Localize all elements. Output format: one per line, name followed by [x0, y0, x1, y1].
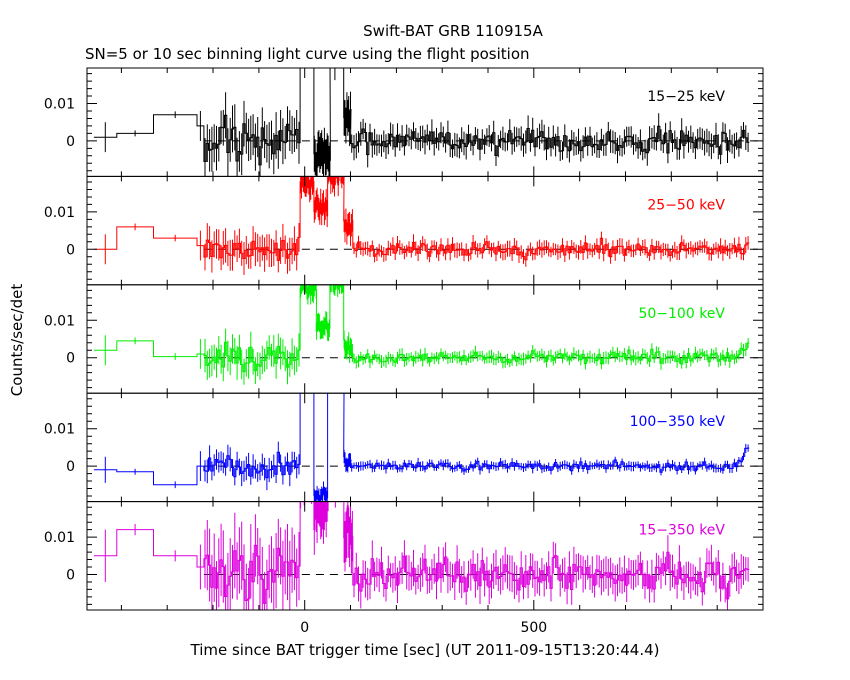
panel-3: 0 0.01 50−100 keV	[44, 284, 764, 394]
error-bars	[104, 441, 749, 502]
y-axis-label: Counts/sec/det	[8, 284, 26, 397]
axis-ticks	[87, 68, 763, 177]
band-label: 100−350 keV	[630, 414, 726, 430]
x-tick-label: 0	[300, 620, 309, 636]
panel-5: 0 0.01 15−350 keV	[44, 501, 764, 611]
panel-frame	[86, 501, 764, 611]
series-4	[93, 393, 750, 502]
error-bars	[104, 501, 749, 611]
y-tick-label: 0.01	[44, 422, 75, 438]
y-tick-label: 0.01	[44, 205, 75, 221]
band-label: 15−25 keV	[647, 89, 725, 105]
step-line	[93, 501, 750, 604]
step-line	[93, 68, 750, 171]
y-tick-label: 0.01	[44, 97, 75, 113]
series-3	[93, 284, 750, 385]
panel-2: 0 0.01 25−50 keV	[44, 175, 764, 286]
band-label: 50−100 keV	[638, 306, 725, 322]
y-tick-label: 0	[66, 351, 75, 367]
band-label: 25−50 keV	[647, 197, 725, 213]
y-tick-label: 0	[66, 567, 75, 583]
panels-group: 0 0.01 15−25 keV 0 0.01 25−50 keV 0 0.01 50−100 …	[44, 67, 764, 636]
error-bars	[104, 284, 749, 385]
axis-ticks	[87, 393, 763, 502]
band-label: 15−350 keV	[638, 523, 725, 539]
x-tick-label: 500	[520, 620, 547, 636]
chart-title: Swift-BAT GRB 110915A	[363, 22, 543, 40]
series-1	[93, 68, 750, 177]
y-tick-label: 0.01	[44, 530, 75, 546]
error-bars	[104, 176, 749, 275]
series-5	[93, 501, 750, 611]
y-tick-label: 0	[66, 134, 75, 150]
y-tick-label: 0	[66, 459, 75, 475]
axis-ticks	[87, 284, 763, 394]
panel-4: 0 0.01 100−350 keV	[44, 392, 764, 503]
axis-ticks	[87, 176, 763, 285]
step-line	[93, 393, 750, 502]
axis-ticks	[87, 501, 763, 610]
error-bars	[104, 68, 749, 177]
series-2	[93, 176, 750, 275]
panel-1: 0 0.01 15−25 keV	[44, 67, 764, 177]
x-axis-label: Time since BAT trigger time [sec] (UT 20…	[190, 641, 660, 659]
chart-subtitle: SN=5 or 10 sec binning light curve using…	[85, 45, 530, 63]
y-tick-label: 0.01	[44, 313, 75, 329]
y-tick-label: 0	[66, 242, 75, 258]
